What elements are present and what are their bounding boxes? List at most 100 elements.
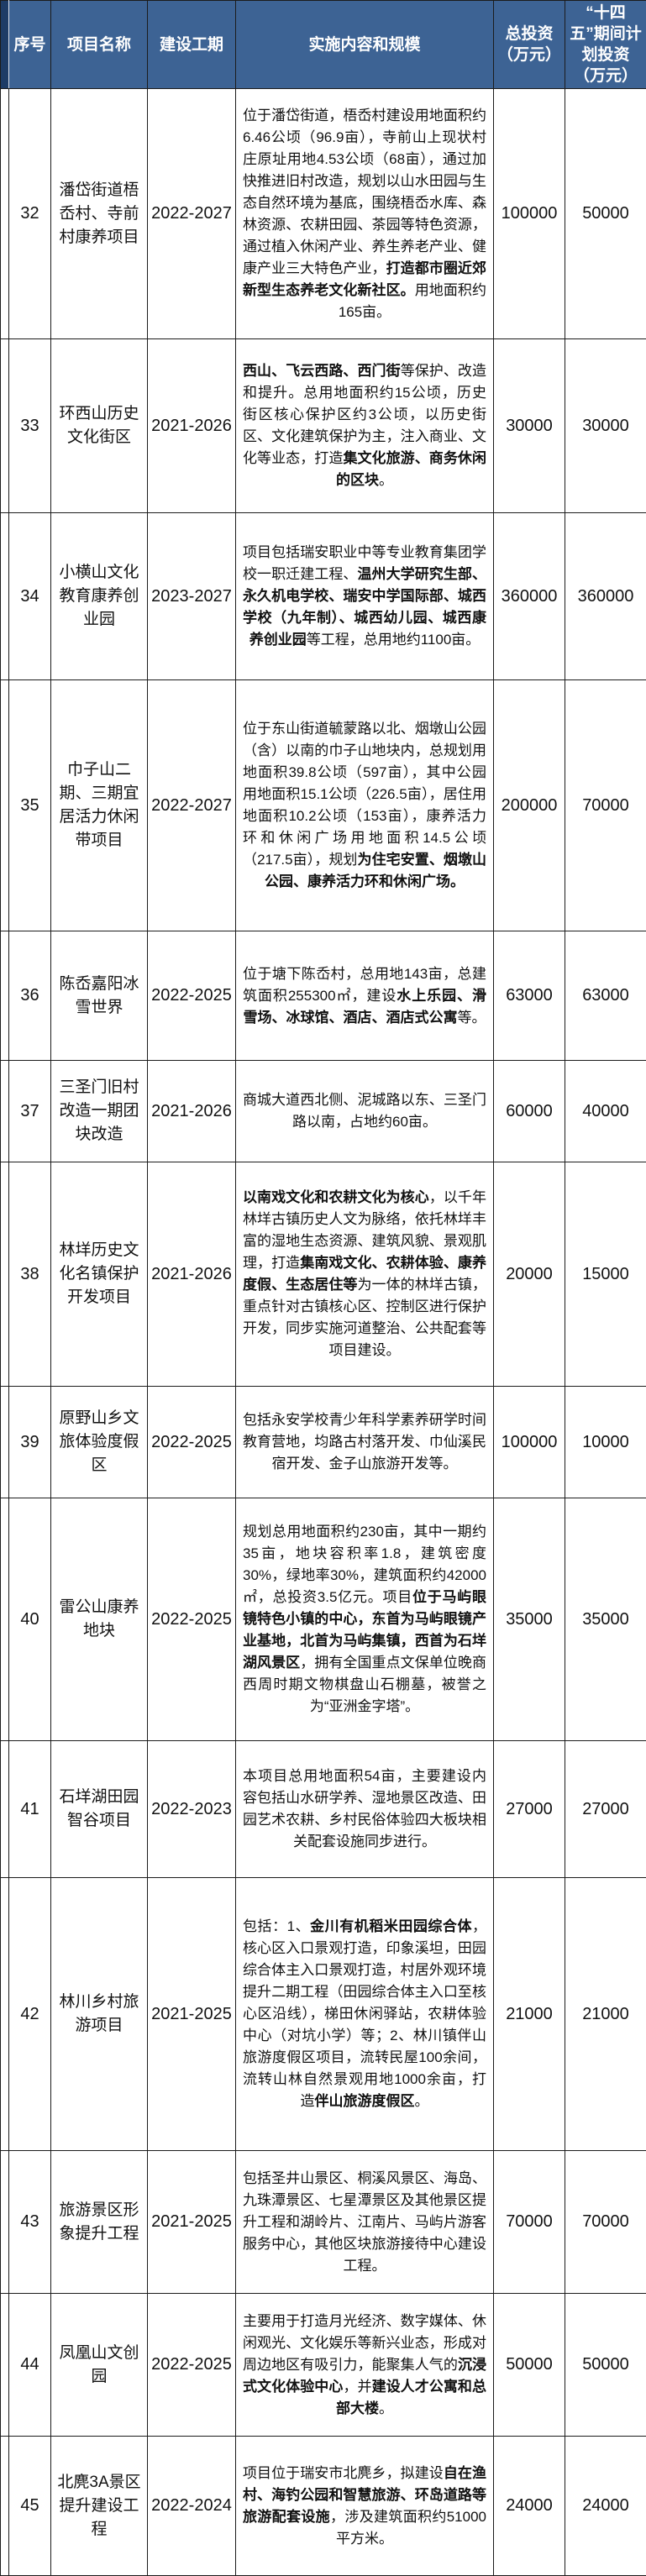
row-period: 2021-2025 <box>148 1878 236 2151</box>
row-plan-investment: 24000 <box>565 2437 646 2576</box>
table-row: 35 巾子山二期、三期宜居活力休闲带项目 2022-2027 位于东山街道毓蒙路… <box>1 680 646 931</box>
table-row: 42 林川乡村旅游项目 2021-2025 包括：1、金川有机稻米田园综合体，核… <box>1 1878 646 2151</box>
row-content: 规划总用地面积约230亩，其中一期约35亩，地块容积率1.8，建筑密度30%，绿… <box>236 1498 494 1741</box>
table-row: 36 陈岙嘉阳冰雪世界 2022-2025 位于塘下陈岙村，总用地143亩，总建… <box>1 931 646 1061</box>
row-plan-investment: 50000 <box>565 2294 646 2437</box>
row-content: 包括永安学校青少年科学素养研学时间教育营地，均路古村落开发、巾仙溪民宿开发、金子… <box>236 1387 494 1498</box>
row-project-name: 林川乡村旅游项目 <box>51 1878 148 2151</box>
row-content: 项目位于瑞安市北麂乡，拟建设自在渔村、海钓公园和智慧旅游、环岛道路等旅游配套设施… <box>236 2437 494 2576</box>
row-total-investment: 21000 <box>494 1878 565 2151</box>
row-plan-investment: 70000 <box>565 2151 646 2294</box>
row-seq: 45 <box>9 2437 51 2576</box>
row-seq: 36 <box>9 931 51 1061</box>
left-strip-cell <box>1 2294 9 2437</box>
row-plan-investment: 70000 <box>565 680 646 931</box>
row-content: 位于塘下陈岙村，总用地143亩，总建筑面积255300㎡，建设水上乐园、滑雪场、… <box>236 931 494 1061</box>
table-row: 44 凤凰山文创园 2022-2025 主要用于打造月光经济、数字媒体、休闲观光… <box>1 2294 646 2437</box>
row-seq: 33 <box>9 339 51 513</box>
header-total-investment: 总投资（万元） <box>494 1 565 89</box>
row-project-name: 陈岙嘉阳冰雪世界 <box>51 931 148 1061</box>
row-content: 位于东山街道毓蒙路以北、烟墩山公园（含）以南的巾子山地块内，总规划用地面积39.… <box>236 680 494 931</box>
row-period: 2021-2026 <box>148 1061 236 1162</box>
row-seq: 44 <box>9 2294 51 2437</box>
row-period: 2022-2023 <box>148 1741 236 1878</box>
row-project-name: 雷公山康养地块 <box>51 1498 148 1741</box>
row-seq: 34 <box>9 513 51 680</box>
row-seq: 38 <box>9 1162 51 1387</box>
row-project-name: 巾子山二期、三期宜居活力休闲带项目 <box>51 680 148 931</box>
left-strip-cell <box>1 513 9 680</box>
row-plan-investment: 30000 <box>565 339 646 513</box>
row-seq: 42 <box>9 1878 51 2151</box>
row-seq: 37 <box>9 1061 51 1162</box>
row-period: 2022-2025 <box>148 931 236 1061</box>
row-seq: 35 <box>9 680 51 931</box>
row-total-investment: 20000 <box>494 1162 565 1387</box>
table-row: 45 北麂3A景区提升建设工程 2022-2024 项目位于瑞安市北麂乡，拟建设… <box>1 2437 646 2576</box>
row-total-investment: 24000 <box>494 2437 565 2576</box>
row-project-name: 北麂3A景区提升建设工程 <box>51 2437 148 2576</box>
row-content: 以南戏文化和农耕文化为核心，以千年林垟古镇历史人文为脉络，依托林垟丰富的湿地生态… <box>236 1162 494 1387</box>
row-seq: 39 <box>9 1387 51 1498</box>
header-left-strip <box>1 1 9 89</box>
row-seq: 32 <box>9 89 51 339</box>
left-strip-cell <box>1 680 9 931</box>
header-seq: 序号 <box>9 1 51 89</box>
row-plan-investment: 360000 <box>565 513 646 680</box>
left-strip-cell <box>1 1498 9 1741</box>
row-project-name: 旅游景区形象提升工程 <box>51 2151 148 2294</box>
row-plan-investment: 27000 <box>565 1741 646 1878</box>
row-total-investment: 27000 <box>494 1741 565 1878</box>
row-plan-investment: 40000 <box>565 1061 646 1162</box>
table-header-row: 序号 项目名称 建设工期 实施内容和规模 总投资（万元） “十四五”期间计划投资… <box>1 1 646 89</box>
row-project-name: 潘岱街道梧岙村、寺前村康养项目 <box>51 89 148 339</box>
left-strip-cell <box>1 89 9 339</box>
row-content: 主要用于打造月光经济、数字媒体、休闲观光、文化娱乐等新兴业态，形成对周边地区有吸… <box>236 2294 494 2437</box>
left-strip-cell <box>1 1162 9 1387</box>
row-total-investment: 50000 <box>494 2294 565 2437</box>
header-period: 建设工期 <box>148 1 236 89</box>
row-period: 2022-2025 <box>148 2294 236 2437</box>
left-strip-cell <box>1 1387 9 1498</box>
row-period: 2022-2027 <box>148 680 236 931</box>
row-period: 2023-2027 <box>148 513 236 680</box>
row-plan-investment: 50000 <box>565 89 646 339</box>
row-seq: 41 <box>9 1741 51 1878</box>
row-seq: 43 <box>9 2151 51 2294</box>
row-total-investment: 100000 <box>494 89 565 339</box>
table-row: 43 旅游景区形象提升工程 2021-2025 包括圣井山景区、桐溪风景区、海岛… <box>1 2151 646 2294</box>
row-content: 包括圣井山景区、桐溪风景区、海岛、九珠潭景区、七星潭景区及其他景区提升工程和湖岭… <box>236 2151 494 2294</box>
row-total-investment: 100000 <box>494 1387 565 1498</box>
header-content: 实施内容和规模 <box>236 1 494 89</box>
row-content: 包括：1、金川有机稻米田园综合体，核心区入口景观打造，印象溪坦，田园综合体主入口… <box>236 1878 494 2151</box>
left-strip-cell <box>1 1878 9 2151</box>
row-project-name: 原野山乡文旅体验度假区 <box>51 1387 148 1498</box>
row-content: 本项目总用地面积54亩，主要建设内容包括山水研学养、湿地景区改造、田园艺术农耕、… <box>236 1741 494 1878</box>
left-strip-cell <box>1 931 9 1061</box>
row-project-name: 小横山文化教育康养创业园 <box>51 513 148 680</box>
table-row: 37 三圣门旧村改造一期团块改造 2021-2026 商城大道西北侧、泥城路以东… <box>1 1061 646 1162</box>
table-row: 39 原野山乡文旅体验度假区 2022-2025 包括永安学校青少年科学素养研学… <box>1 1387 646 1498</box>
left-strip-cell <box>1 2437 9 2576</box>
header-project-name: 项目名称 <box>51 1 148 89</box>
row-project-name: 凤凰山文创园 <box>51 2294 148 2437</box>
table-row: 33 环西山历史文化街区 2021-2026 西山、飞云西路、西门街等保护、改造… <box>1 339 646 513</box>
header-plan-investment: “十四五”期间计划投资（万元） <box>565 1 646 89</box>
row-project-name: 林垟历史文化名镇保护开发项目 <box>51 1162 148 1387</box>
row-period: 2021-2025 <box>148 2151 236 2294</box>
table-row: 41 石垟湖田园智谷项目 2022-2023 本项目总用地面积54亩，主要建设内… <box>1 1741 646 1878</box>
row-plan-investment: 35000 <box>565 1498 646 1741</box>
left-strip-cell <box>1 1061 9 1162</box>
row-total-investment: 63000 <box>494 931 565 1061</box>
row-total-investment: 360000 <box>494 513 565 680</box>
row-seq: 40 <box>9 1498 51 1741</box>
table-row: 34 小横山文化教育康养创业园 2023-2027 项目包括瑞安职业中等专业教育… <box>1 513 646 680</box>
row-content: 西山、飞云西路、西门街等保护、改造和提升。总用地面积约15公顷，历史街区核心保护… <box>236 339 494 513</box>
table-row: 38 林垟历史文化名镇保护开发项目 2021-2026 以南戏文化和农耕文化为核… <box>1 1162 646 1387</box>
left-strip-cell <box>1 1741 9 1878</box>
row-plan-investment: 63000 <box>565 931 646 1061</box>
row-total-investment: 35000 <box>494 1498 565 1741</box>
row-total-investment: 200000 <box>494 680 565 931</box>
